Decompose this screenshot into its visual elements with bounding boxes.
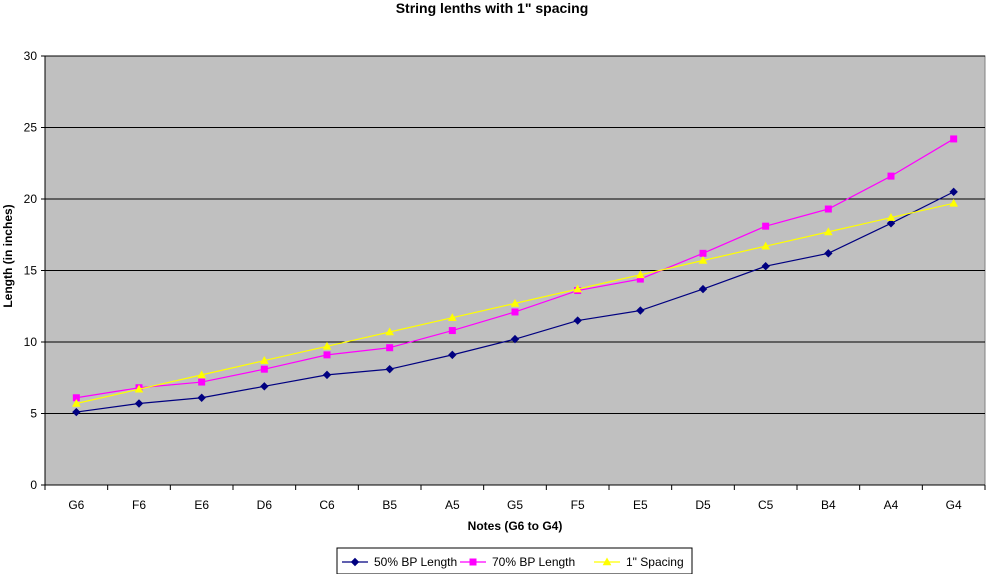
data-point: [385, 327, 395, 336]
y-tick-label: 15: [24, 264, 38, 278]
x-tick-label: D5: [695, 498, 711, 512]
x-tick-label: G4: [946, 498, 962, 512]
data-point: [698, 255, 708, 264]
data-point: [448, 327, 456, 335]
series-group: [71, 135, 959, 417]
data-point: [698, 284, 708, 294]
legend-marker: [469, 558, 477, 566]
data-point: [323, 351, 331, 359]
data-point: [762, 222, 770, 230]
legend-label: 70% BP Length: [492, 555, 575, 569]
data-point: [197, 393, 206, 402]
legend-marker: [350, 557, 360, 567]
x-tick-label: G6: [68, 498, 84, 512]
x-tick-label: G5: [507, 498, 523, 512]
data-point: [322, 341, 332, 350]
x-tick-label: A4: [884, 498, 899, 512]
data-point: [448, 350, 457, 360]
data-point: [510, 334, 520, 344]
data-point: [198, 378, 206, 386]
data-point: [824, 249, 833, 258]
data-point: [635, 270, 645, 279]
x-tick-label: C5: [758, 498, 774, 512]
data-point: [510, 298, 520, 307]
legend-item: 70% BP Length: [460, 555, 575, 569]
legend-box: [336, 547, 693, 574]
data-point: [385, 364, 394, 374]
data-point: [322, 370, 332, 380]
data-point: [761, 241, 771, 250]
legend-label: 1" Spacing: [626, 555, 684, 569]
chart-title: String lenths with 1" spacing: [396, 0, 589, 16]
data-point: [260, 382, 269, 391]
data-point: [134, 399, 144, 408]
y-tick-label: 10: [24, 335, 38, 349]
x-tick-label: B5: [382, 498, 397, 512]
data-point: [887, 172, 895, 180]
data-point: [197, 370, 207, 379]
data-point: [699, 249, 707, 257]
y-tick-label: 30: [24, 49, 38, 63]
y-tick-labels: 0 5 10 15 20 25 30: [24, 49, 38, 492]
data-point: [761, 262, 770, 271]
series-3: [71, 198, 959, 407]
data-point: [447, 313, 457, 321]
data-point: [886, 219, 896, 228]
gridlines: [45, 55, 985, 414]
x-tick-label: E6: [194, 498, 209, 512]
x-tick-label: D6: [257, 498, 273, 512]
x-axis-title: Notes (G6 to G4): [468, 519, 563, 533]
data-point: [72, 407, 81, 417]
data-point: [386, 344, 394, 352]
data-point: [824, 205, 832, 213]
x-tick-label: E5: [633, 498, 648, 512]
data-point: [259, 356, 269, 364]
legend-marker: [602, 557, 612, 566]
y-tick-label: 5: [30, 407, 37, 421]
axes: [41, 55, 986, 490]
data-point: [886, 213, 896, 221]
data-point: [260, 365, 268, 373]
data-point: [636, 306, 645, 315]
x-tick-label: C6: [319, 498, 335, 512]
data-point: [134, 384, 144, 393]
y-tick-label: 20: [24, 192, 38, 206]
y-tick-label: 0: [30, 478, 37, 492]
data-point: [950, 135, 958, 143]
data-point: [511, 308, 519, 316]
data-point: [949, 187, 958, 197]
x-tick-label: B4: [821, 498, 836, 512]
legend: 50% BP Length 70% BP Length 1" Spacing: [336, 547, 693, 574]
data-point: [573, 284, 583, 293]
data-point: [573, 316, 582, 325]
data-point: [949, 198, 959, 207]
x-tick-labels: G6 F6 E6 D6 C6 B5 A5 G5 F5 E5 D5 C5 B4 A4 G4: [68, 498, 962, 512]
legend-item: 1" Spacing: [594, 555, 684, 569]
x-tick-label: A5: [445, 498, 460, 512]
x-tick-label: F5: [571, 498, 585, 512]
data-point: [823, 227, 833, 236]
x-tick-label: F6: [132, 498, 146, 512]
legend-label: 50% BP Length: [374, 555, 457, 569]
series-1: [72, 187, 958, 417]
y-axis-title: Length (in inches): [1, 204, 15, 307]
legend-item: 50% BP Length: [342, 555, 457, 569]
data-point: [71, 398, 81, 407]
y-tick-label: 25: [24, 121, 38, 135]
